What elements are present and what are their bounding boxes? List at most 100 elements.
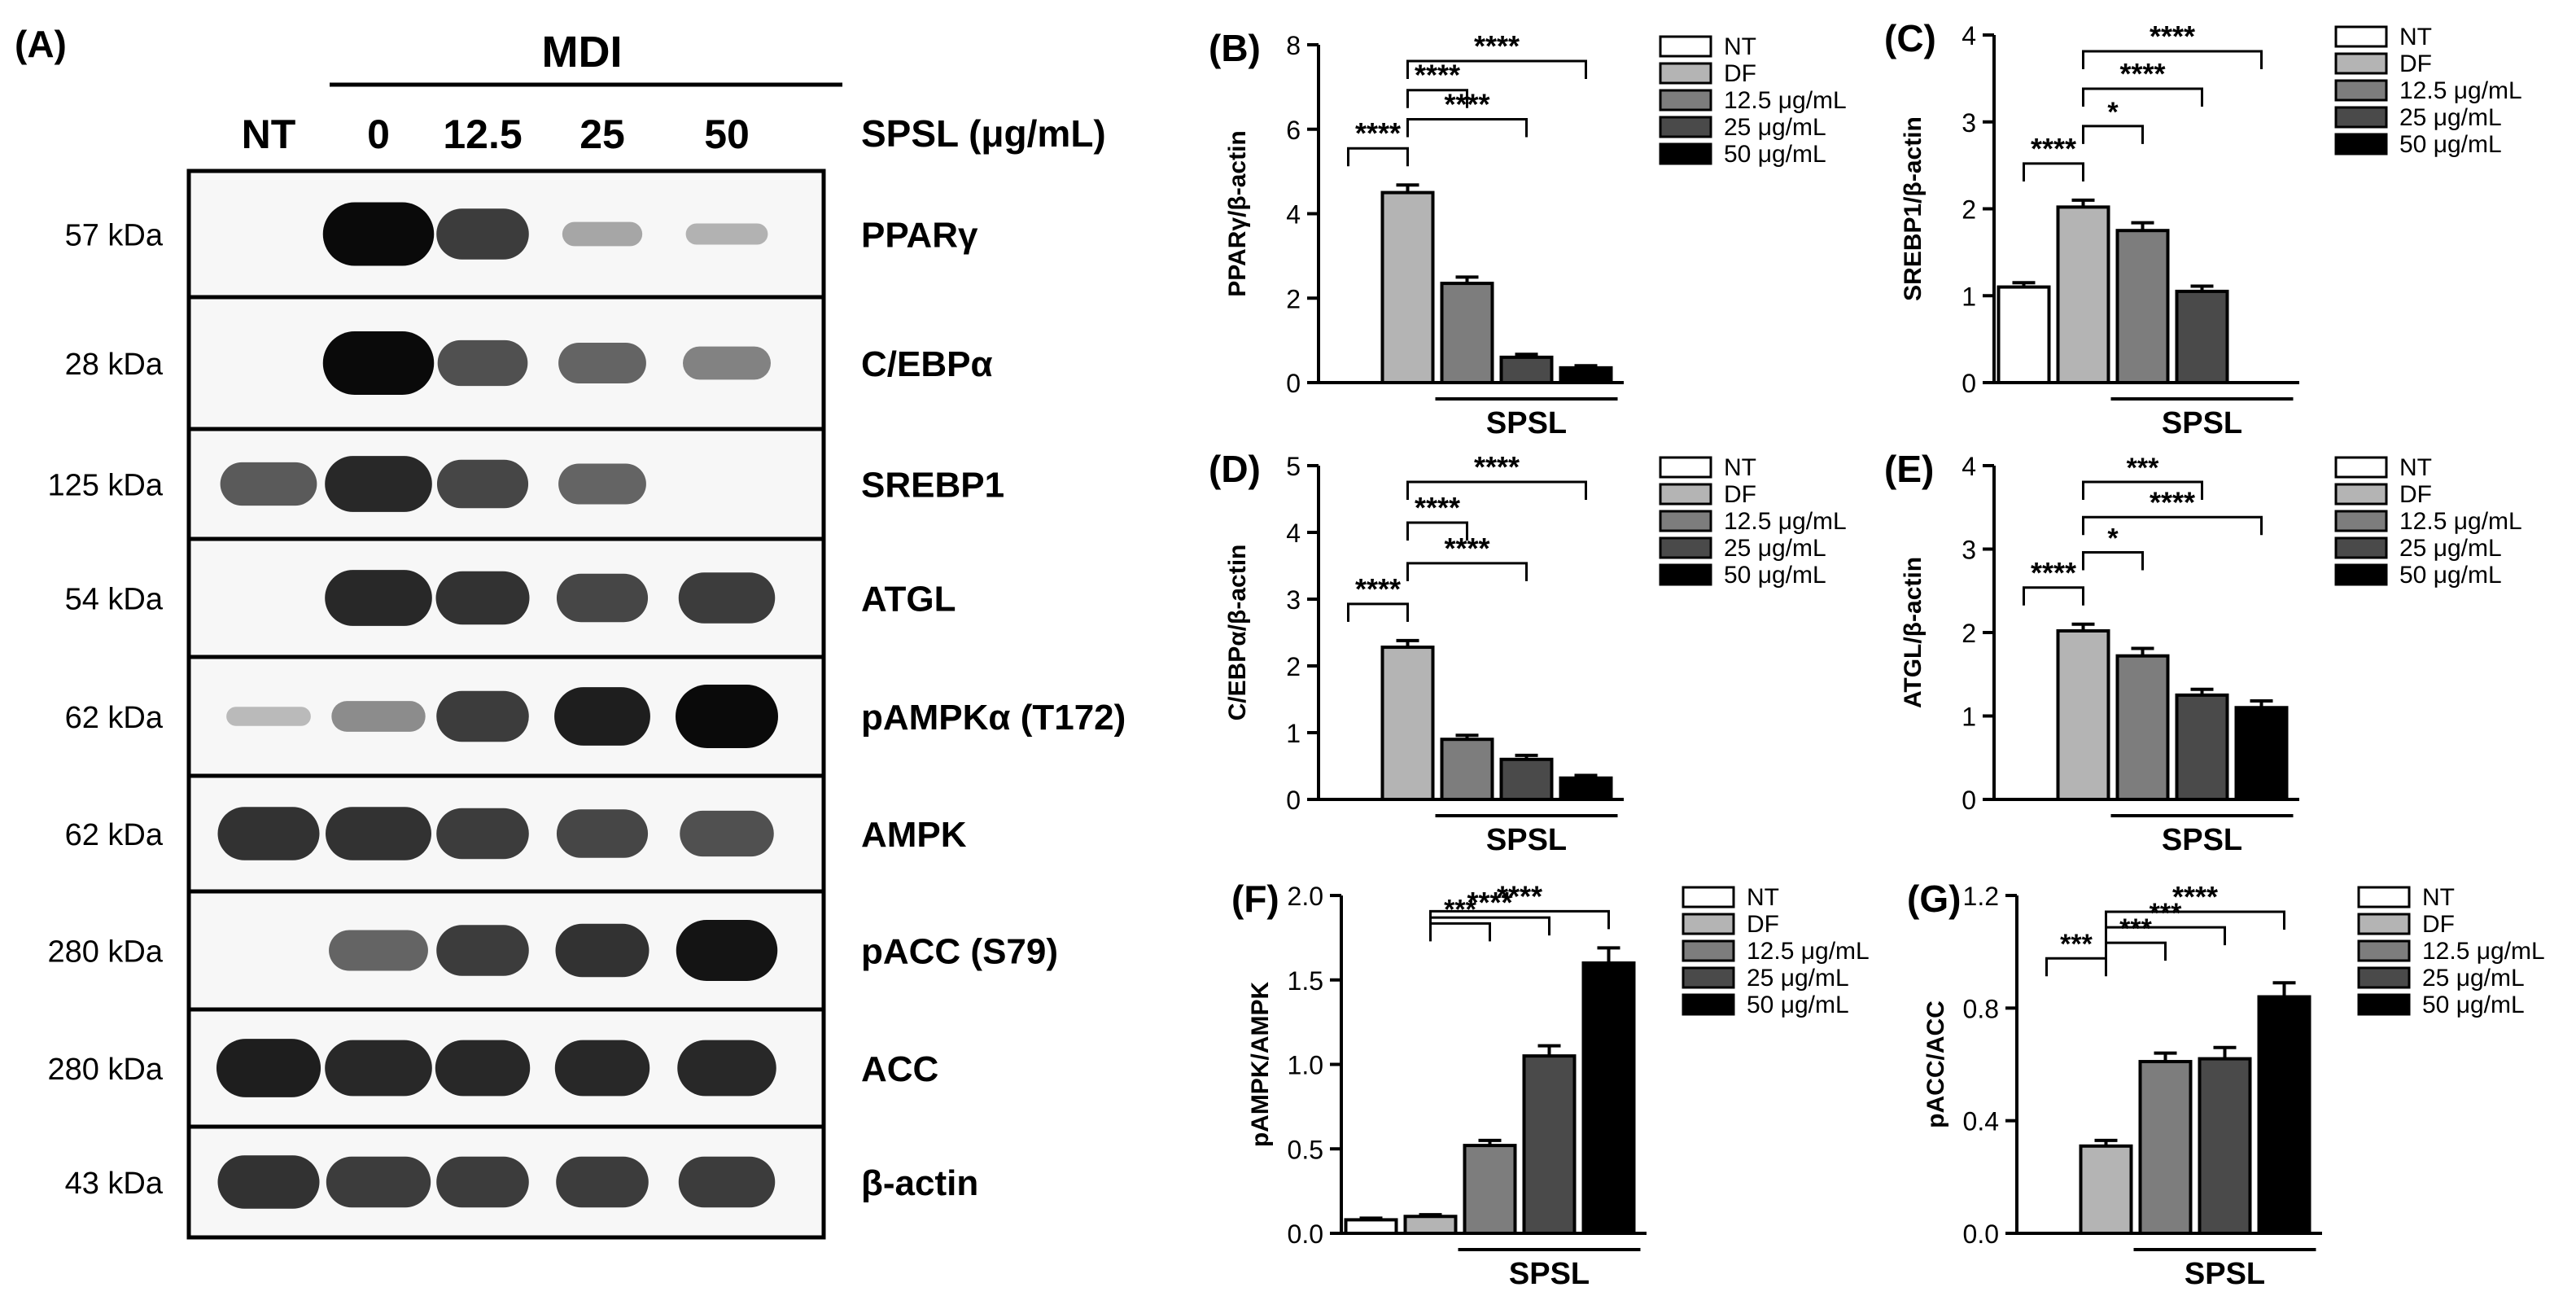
bar [2138,1060,2193,1235]
significance-bracket [2045,957,2107,977]
bar [1440,738,1494,802]
significance-label: *** [2150,898,2182,929]
significance-bracket [2082,551,2144,571]
blot-band [226,707,311,726]
y-tick-label: 4 [1286,200,1301,230]
significance-bracket [2082,515,2263,536]
blot-row: 28 kDa C/EBPα [65,295,993,431]
legend-entry: 50 μg/mL [1724,562,1826,589]
y-tick-label: 2 [1962,619,1976,648]
y-axis-label: pACC/ACC [1922,1000,1949,1128]
blot-band [685,223,768,245]
bar [1499,355,1554,384]
significance-label: **** [1355,116,1401,150]
blot-band [436,1156,529,1208]
y-tick-label: 0.0 [1963,1219,1999,1249]
y-tick-label: 6 [1286,116,1301,145]
significance-label: *** [2119,913,2152,944]
legend-swatch [1682,993,1735,1016]
blot-row: 43 kDa β-actin [65,1124,978,1240]
mdi-label: MDI [542,28,623,77]
legend-entry: 25 μg/mL [1724,114,1826,141]
blot-row: 57 kDa PPARγ [65,169,978,300]
legend-entry: 50 μg/mL [1747,992,1849,1018]
bar [2257,995,2311,1235]
blot-band [326,1156,431,1208]
blot-band [683,346,771,380]
kda-label: 28 kDa [65,348,164,382]
significance-label: **** [2172,880,2218,913]
legend-entry: 50 μg/mL [2399,131,2502,158]
x-axis-label: SPSL [2162,406,2242,440]
legend-swatch [2357,993,2411,1016]
lane-label: 12.5 [443,112,522,157]
blot-band [558,342,646,384]
y-tick-label: 8 [1286,31,1301,60]
significance-label: **** [2150,20,2195,53]
blot-row: 62 kDa pAMPKα (T172) [65,655,1126,778]
legend-entry: DF [1724,481,1756,508]
y-tick-label: 1.5 [1288,966,1323,996]
bar [2198,1057,2252,1236]
legend-entry: NT [1724,454,1756,481]
significance-label: **** [1474,450,1520,484]
significance-bracket [2023,586,2084,606]
panel-label: (B) [1209,27,1261,69]
protein-label: ACC [861,1049,938,1089]
bar [1380,190,1435,384]
bar-chart: (F)0.00.51.01.52.0pAMPK/AMPKSPSL********… [1231,878,1870,1291]
kda-label: 43 kDa [65,1167,164,1201]
legend-entry: 25 μg/mL [2399,535,2502,562]
bar-chart: (D)012345C/EBPα/β-actinSPSL*************… [1209,448,1847,857]
kda-label: 57 kDa [65,219,164,253]
bar [1581,961,1636,1235]
legend-entry: DF [1724,60,1756,87]
y-tick-label: 0 [1962,369,1976,398]
legend-swatch [1682,939,1735,962]
significance-label: **** [1467,886,1512,919]
blot-band [556,1156,649,1208]
significance-bracket [1406,59,1587,79]
blot-band [436,208,529,260]
blot-row: 54 kDa ATGL [65,536,956,659]
bar [2056,628,2110,802]
y-axis-label: SREBP1/β-actin [1900,116,1927,301]
significance-label: *** [1444,894,1476,925]
blot-band [562,221,643,247]
panel-label: (D) [1209,448,1261,490]
legend-entry: 12.5 μg/mL [1724,87,1847,114]
kda-label: 280 kDa [47,935,163,970]
legend-swatch [2357,913,2411,935]
legend-swatch [2334,510,2388,532]
legend-entry: 12.5 μg/mL [2399,77,2522,104]
blot-band [555,923,649,978]
blot-band [677,1040,776,1097]
protein-label: pACC (S79) [861,932,1058,972]
bar-charts: (B)02468PPARγ/β-actinSPSL***************… [1209,17,2545,1291]
x-axis-label: SPSL [2185,1257,2265,1291]
significance-bracket [2105,926,2226,946]
blot-band [325,456,432,512]
blot-band [437,339,528,387]
legend-entry: NT [1724,33,1756,60]
legend-swatch [2334,536,2388,559]
bar [1440,282,1494,384]
significance-bracket [1347,147,1409,167]
blot-band [678,572,776,624]
bar [1463,1144,1517,1235]
kda-label: 54 kDa [65,583,164,617]
y-tick-label: 0 [1286,369,1301,398]
significance-label: **** [2119,57,2165,90]
protein-label: β-actin [861,1163,978,1203]
legend-entry: NT [1747,884,1779,911]
panel-label-a: (A) [15,23,67,65]
spsl-concentration-label: SPSL (μg/mL) [861,112,1106,155]
blot-band [322,202,435,266]
x-axis-label: SPSL [1509,1257,1590,1291]
legend-entry: 25 μg/mL [2399,104,2502,131]
significance-bracket [1406,562,1528,581]
x-axis-label: SPSL [2162,823,2242,857]
y-tick-label: 1.0 [1288,1051,1323,1080]
legend-entry: NT [2399,24,2432,50]
legend-entry: 25 μg/mL [1747,965,1849,992]
